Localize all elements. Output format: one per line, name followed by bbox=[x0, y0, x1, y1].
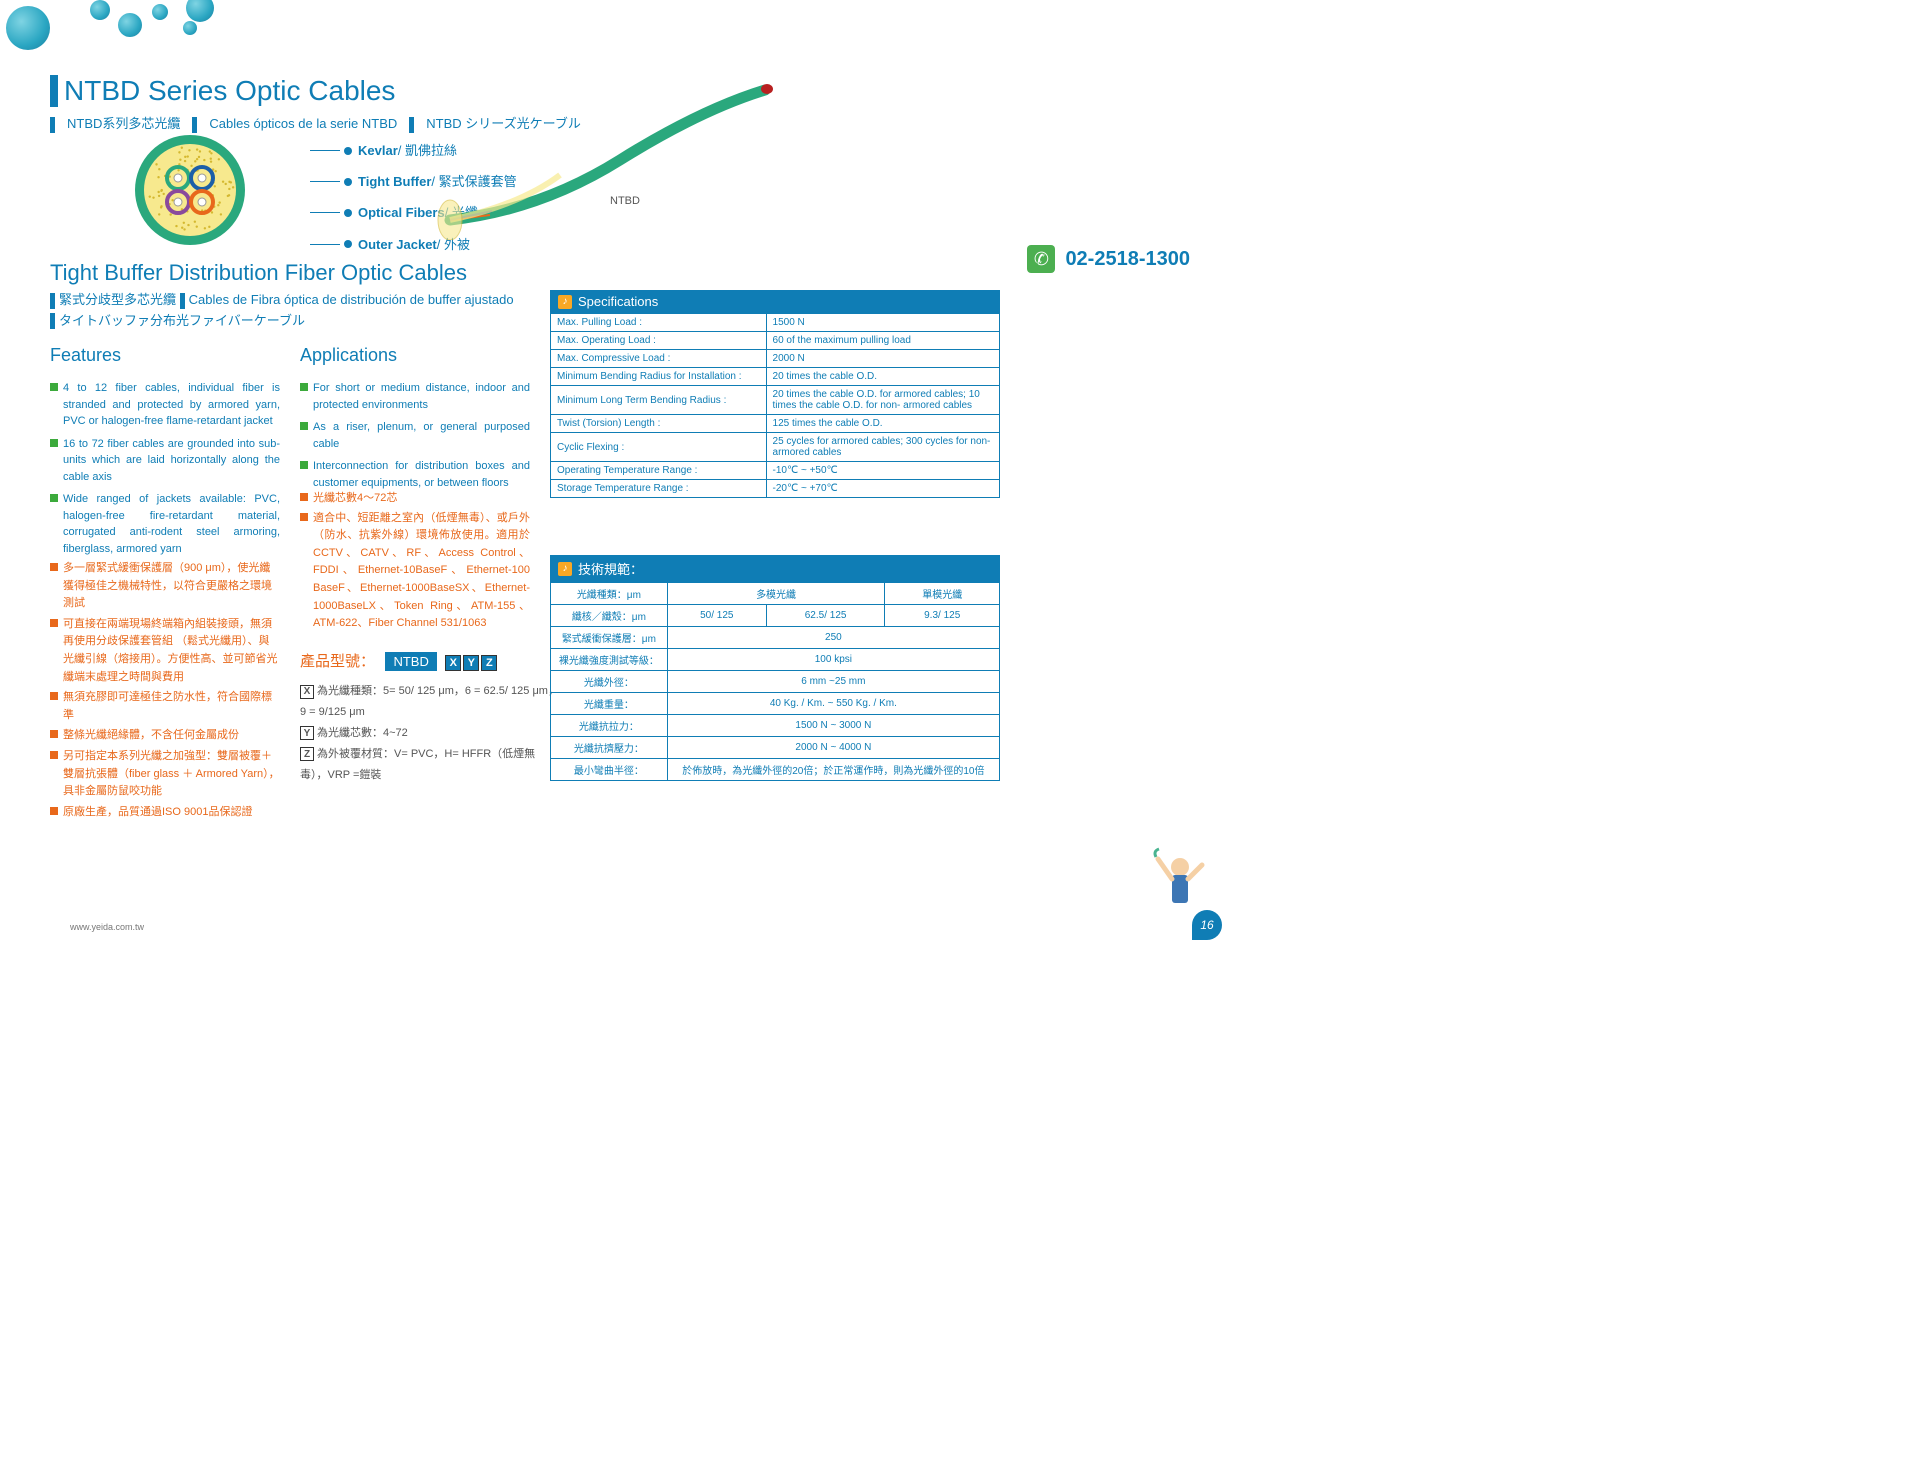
page-number: 16 bbox=[1192, 910, 1222, 940]
application-item: Interconnection for distribution boxes a… bbox=[300, 458, 530, 491]
tech-spec-title: 技術規範： bbox=[578, 559, 643, 578]
product-code-section: 產品型號： NTBD XYZ X為光纖種類：5= 50/ 125 μm，6 = … bbox=[300, 650, 560, 785]
application-item-cn: 光纖芯數4～72芯 bbox=[300, 490, 530, 508]
tech-spec-table: 光纖種類：μm多模光纖單模光纖纖核／纖殼：μm50/ 12562.5/ 1259… bbox=[550, 582, 1000, 781]
product-code-line: Y為光纖芯數：4~72 bbox=[300, 723, 560, 744]
spec-row: Cyclic Flexing :25 cycles for armored ca… bbox=[551, 433, 1000, 462]
applications-section: Applications For short or medium distanc… bbox=[300, 345, 530, 497]
cable-model-label: NTBD bbox=[610, 195, 640, 207]
phone-icon: ✆ bbox=[1027, 245, 1055, 273]
product-code-legend: X為光纖種類：5= 50/ 125 μm，6 = 62.5/ 125 μm，9 … bbox=[300, 681, 560, 785]
feature-item-cn: 可直接在兩端現場終端箱內組裝接頭，無須再使用分歧保護套管組 （鬆式光纖用）、與光… bbox=[50, 616, 280, 686]
tech-row: 光纖抗拉力：1500 N ~ 3000 N bbox=[551, 715, 1000, 737]
tech-row: 纖核／纖殼：μm50/ 12562.5/ 1259.3/ 125 bbox=[551, 605, 1000, 627]
tech-row: 緊式緩衝保護層：μm250 bbox=[551, 627, 1000, 649]
footer-url: www.yeida.com.tw bbox=[70, 922, 144, 932]
application-item-cn: 適合中、短距離之室內（低煙無毒）、或戶外（防水、抗紫外線）環境佈放使用。適用於C… bbox=[300, 510, 530, 633]
feature-item-cn: 整條光纖絕緣體，不含任何金屬成份 bbox=[50, 727, 280, 745]
note-icon: ♪ bbox=[558, 295, 572, 309]
tech-row: 光纖外徑：6 mm ~25 mm bbox=[551, 671, 1000, 693]
feature-item-cn: 無須充膠即可達極佳之防水性，符合國際標準 bbox=[50, 689, 280, 724]
tech-row: 裸光纖強度測試等級：100 kpsi bbox=[551, 649, 1000, 671]
tech-row: 光纖抗擠壓力：2000 N ~ 4000 N bbox=[551, 737, 1000, 759]
cable-cross-section bbox=[130, 130, 250, 255]
decorative-bubbles bbox=[0, 0, 300, 60]
product-code-line: Z為外被覆材質：V= PVC，H= HFFR（低煙無毒），VRP =鎧裝 bbox=[300, 744, 560, 786]
spec-row: Max. Operating Load :60 of the maximum p… bbox=[551, 332, 1000, 350]
product-code-title: 產品型號： bbox=[300, 650, 375, 671]
spec-row: Minimum Long Term Bending Radius :20 tim… bbox=[551, 386, 1000, 415]
application-item: As a riser, plenum, or general purposed … bbox=[300, 419, 530, 452]
feature-item: Wide ranged of jackets available: PVC, h… bbox=[50, 491, 280, 557]
features-section: Features 4 to 12 fiber cables, individua… bbox=[50, 345, 280, 563]
spec-row: Operating Temperature Range :-10℃ ~ +50℃ bbox=[551, 462, 1000, 480]
note-icon: ♪ bbox=[558, 562, 572, 576]
specifications-title: Specifications bbox=[578, 294, 658, 309]
spec-row: Minimum Bending Radius for Installation … bbox=[551, 368, 1000, 386]
xyz-box: Z bbox=[481, 655, 497, 671]
features-heading: Features bbox=[50, 345, 280, 366]
feature-item: 16 to 72 fiber cables are grounded into … bbox=[50, 436, 280, 486]
product-code-xyz: XYZ bbox=[445, 655, 497, 671]
applications-heading: Applications bbox=[300, 345, 530, 366]
tech-row: 光纖種類：μm多模光纖單模光纖 bbox=[551, 583, 1000, 605]
applications-chinese: 光纖芯數4～72芯適合中、短距離之室內（低煙無毒）、或戶外（防水、抗紫外線）環境… bbox=[300, 490, 530, 635]
spec-row: Twist (Torsion) Length :125 times the ca… bbox=[551, 415, 1000, 433]
subtitle-item: Cables ópticos de la serie NTBD bbox=[192, 116, 397, 131]
accent-bar bbox=[50, 75, 58, 107]
specifications-panel: ♪ Specifications Max. Pulling Load :1500… bbox=[550, 290, 1000, 498]
spec-row: Max. Compressive Load :2000 N bbox=[551, 350, 1000, 368]
cable-illustration bbox=[420, 80, 780, 245]
product-code-line: X為光纖種類：5= 50/ 125 μm，6 = 62.5/ 125 μm，9 … bbox=[300, 681, 560, 723]
specifications-header: ♪ Specifications bbox=[550, 290, 1000, 313]
tech-spec-header: ♪ 技術規範： bbox=[550, 555, 1000, 582]
product-code-badge: NTBD bbox=[385, 652, 436, 671]
subtitle-item: NTBD系列多芯光纜 bbox=[50, 116, 180, 131]
features-chinese: 多一層緊式緩衝保護層（900 μm），使光纖獲得極佳之機械特性，以符合更嚴格之環… bbox=[50, 560, 280, 824]
feature-item-cn: 多一層緊式緩衝保護層（900 μm），使光纖獲得極佳之機械特性，以符合更嚴格之環… bbox=[50, 560, 280, 613]
application-item: For short or medium distance, indoor and… bbox=[300, 380, 530, 413]
specifications-table: Max. Pulling Load :1500 NMax. Operating … bbox=[550, 313, 1000, 498]
phone-number: 02-2518-1300 bbox=[1065, 248, 1190, 271]
feature-item: 4 to 12 fiber cables, individual fiber i… bbox=[50, 380, 280, 430]
xyz-box: Y bbox=[463, 655, 479, 671]
feature-item-cn: 另可指定本系列光纖之加強型：雙層被覆＋雙層抗張體（fiber glass ＋ A… bbox=[50, 748, 280, 801]
tech-row: 光纖重量：40 Kg. / Km. ~ 550 Kg. / Km. bbox=[551, 693, 1000, 715]
xyz-box: X bbox=[445, 655, 461, 671]
subtitle-main: Tight Buffer Distribution Fiber Optic Ca… bbox=[50, 260, 690, 286]
tech-spec-panel: ♪ 技術規範： 光纖種類：μm多模光纖單模光纖纖核／纖殼：μm50/ 12562… bbox=[550, 555, 1000, 781]
tech-row: 最小彎曲半徑：於佈放時，為光纖外徑的20倍；於正常運作時，則為光纖外徑的10倍 bbox=[551, 759, 1000, 781]
spec-row: Max. Pulling Load :1500 N bbox=[551, 314, 1000, 332]
spec-row: Storage Temperature Range :-20℃ ~ +70℃ bbox=[551, 480, 1000, 498]
phone-row: ✆ 02-2518-1300 bbox=[1027, 245, 1190, 273]
main-title: NTBD Series Optic Cables bbox=[64, 75, 395, 107]
feature-item-cn: 原廠生產，品質通過ISO 9001品保認證 bbox=[50, 804, 280, 822]
